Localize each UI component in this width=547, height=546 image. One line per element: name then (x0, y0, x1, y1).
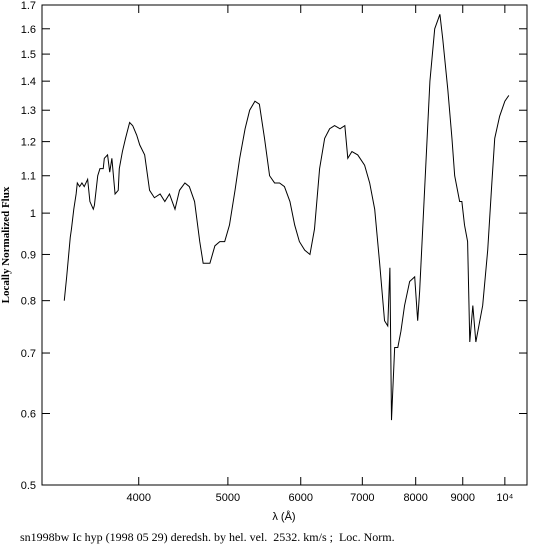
y-tick-label: 1 (30, 208, 36, 220)
y-tick-label: 0.5 (21, 480, 36, 492)
x-axis-label: λ (Å) (272, 510, 295, 523)
x-tick-label: 6000 (288, 492, 312, 504)
x-tick-label: 4000 (126, 492, 150, 504)
footer: sn1998bw Ic hyp (1998 05 29) deredsh. by… (20, 530, 395, 544)
y-tick-label: 1.4 (21, 76, 36, 88)
x-tick-label: 5000 (216, 492, 240, 504)
y-tick-label: 0.6 (21, 408, 36, 420)
y-tick-label: 1.7 (21, 0, 36, 12)
y-tick-label: 0.8 (21, 296, 36, 308)
x-tick-label: 10⁴ (496, 492, 513, 504)
x-tick-label: 8000 (403, 492, 427, 504)
y-tick-label: 1.6 (21, 24, 36, 36)
y-tick-label: 1.2 (21, 137, 36, 149)
y-tick-label: 0.9 (21, 249, 36, 261)
y-tick-label: 1.1 (21, 171, 36, 183)
plot-frame (41, 4, 528, 486)
y-tick-label: 0.7 (21, 348, 36, 360)
x-tick-label: 9000 (451, 492, 475, 504)
y-tick-label: 1.5 (21, 49, 36, 61)
y-axis-label: Locally Normalized Flux (0, 186, 12, 303)
x-tick-label: 7000 (350, 492, 374, 504)
y-tick-label: 1.3 (21, 105, 36, 117)
spectrum-line (63, 14, 510, 421)
